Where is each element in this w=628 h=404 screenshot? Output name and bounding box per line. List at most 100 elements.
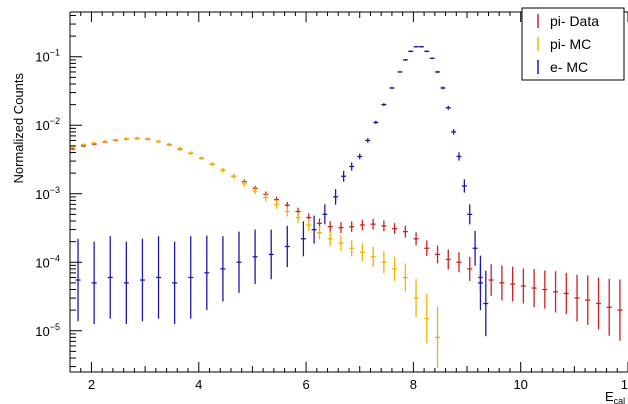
data-point [563,272,569,315]
data-point [204,235,210,311]
data-point [456,152,462,161]
data-point [91,141,97,145]
data-point [156,236,162,319]
series-pi-mc [70,136,441,369]
data-point [435,306,441,369]
data-point [139,238,145,322]
data-point [91,241,97,325]
data-point [284,225,290,268]
data-point [145,138,151,141]
data-point [349,162,355,171]
x-tick-label: 8 [410,377,417,392]
data-point [424,293,430,344]
data-point [338,222,344,234]
data-point [461,179,467,193]
data-point [424,240,430,257]
axes: 2 4 6 8 10 12 10−1 10−2 10−3 10−4 10−5 [35,11,628,392]
data-point [274,199,280,209]
data-point [220,236,226,302]
data-point [241,180,247,187]
data-point [585,275,591,325]
data-point [300,221,306,257]
data-point [102,140,108,143]
plot-area [70,45,623,369]
data-point [252,187,258,195]
data-point [341,170,347,182]
data-point [231,173,237,179]
x-axis-label: Ecal [605,389,625,404]
data-point [445,249,451,270]
data-point [531,268,537,308]
data-point [472,230,478,266]
data-point [445,105,451,110]
y-tick-label: 10−4 [35,253,60,270]
data-point [402,263,408,292]
data-point [520,268,526,304]
data-point [75,238,81,322]
series-e-mc [75,45,489,337]
data-point [177,146,183,151]
x-axis-label-main: E [605,389,614,404]
data-point [456,252,462,273]
data-point [134,136,140,140]
legend-label: e- MC [550,59,588,75]
y-tick-label: 10−3 [35,185,60,202]
data-point [510,266,516,302]
data-point [166,142,172,146]
data-point [188,236,194,319]
data-point [381,251,387,274]
data-point [389,86,395,90]
data-point [268,229,274,280]
x-tick-label: 12 [621,377,628,392]
y-tick-label: 10−5 [35,322,60,339]
x-tick-label: 10 [513,377,527,392]
data-point [359,243,365,262]
data-point [311,215,317,244]
data-point [236,231,242,293]
data-point [477,255,483,311]
data-point [617,279,623,341]
data-point [316,226,322,240]
data-point [322,204,328,225]
data-point [188,151,194,155]
data-point [357,153,363,160]
data-point [370,218,376,230]
data-point [373,120,379,125]
data-point [397,71,403,73]
y-tick-label: 10−1 [35,48,60,65]
data-point [402,225,408,238]
x-tick-label: 6 [302,377,309,392]
data-point [359,219,365,231]
data-point [553,271,559,313]
y-tick-label: 10−2 [35,116,60,133]
data-point [80,143,86,147]
data-point [365,138,371,143]
data-point [306,219,312,231]
data-point [467,256,473,281]
data-point [107,236,113,319]
data-point [220,168,226,173]
data-point [284,206,290,217]
data-point [156,140,162,143]
data-point [499,265,505,301]
data-point [327,221,333,233]
data-point [435,70,441,74]
data-point [595,277,601,330]
legend-label: pi- Data [550,13,599,29]
data-point [392,223,398,235]
data-point [370,246,376,267]
data-point [392,256,398,281]
data-point [440,86,446,90]
data-point [451,129,457,135]
x-tick-label: 4 [195,377,202,392]
data-point [198,156,204,161]
data-point [488,264,494,296]
data-point [429,57,435,60]
data-point [381,103,387,107]
data-point [467,204,473,225]
y-axis-label: Normalized Counts [11,73,26,184]
data-point [408,50,414,53]
legend-box [521,7,625,81]
data-point [263,193,269,202]
